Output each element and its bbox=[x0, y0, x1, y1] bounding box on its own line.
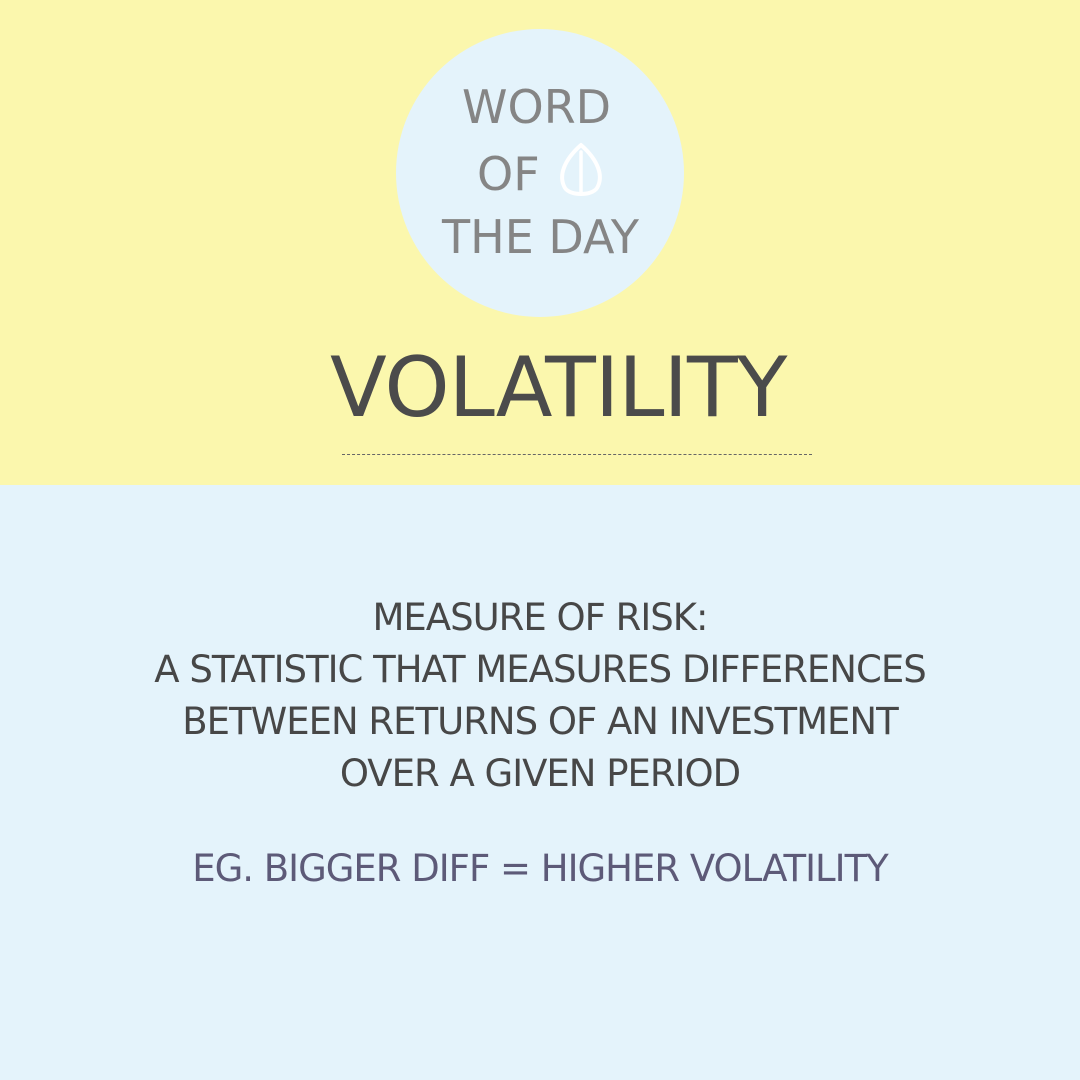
definition-line: MEASURE OF RISK: bbox=[372, 596, 708, 639]
badge-line-of: OF bbox=[477, 147, 540, 201]
definition: MEASURE OF RISK: A STATISTIC THAT MEASUR… bbox=[140, 592, 940, 800]
definition-line: OVER A GIVEN PERIOD bbox=[339, 752, 741, 795]
dashed-divider bbox=[342, 454, 812, 455]
example-text: EG. BIGGER DIFF = HIGHER VOLATILITY bbox=[192, 847, 889, 890]
word-of-the-day-badge bbox=[396, 29, 684, 317]
headword: VOLATILITY bbox=[330, 339, 787, 436]
leaf-icon bbox=[560, 143, 602, 196]
badge-line-word: WORD bbox=[462, 80, 612, 134]
definition-line: A STATISTIC THAT MEASURES DIFFERENCES bbox=[154, 648, 926, 691]
badge-line-the-day: THE DAY bbox=[442, 210, 639, 264]
definition-line: BETWEEN RETURNS OF AN INVESTMENT bbox=[182, 700, 898, 743]
bottom-band bbox=[0, 485, 1080, 1080]
